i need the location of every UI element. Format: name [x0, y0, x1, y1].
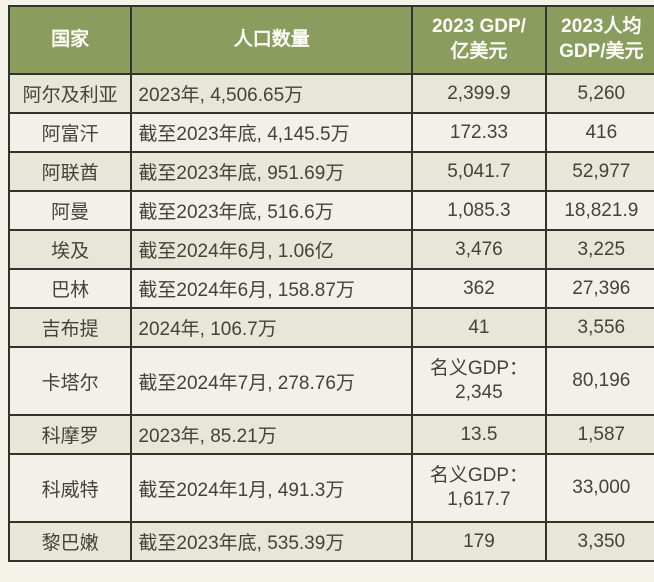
cell-gdp: 5,041.7: [411, 151, 547, 192]
cell-population: 截至2024年6月, 1.06亿: [130, 229, 414, 270]
cell-population: 截至2024年7月, 278.76万: [130, 346, 414, 416]
cell-gdp: 1,085.3: [411, 190, 547, 231]
cell-population: 截至2024年1月, 491.3万: [130, 453, 414, 523]
cell-gdp: 名义GDP： 1,617.7: [411, 453, 547, 523]
col-header-population: 人口数量: [130, 5, 414, 75]
cell-gdp-per-capita: 3,556: [544, 307, 654, 348]
cell-population: 截至2024年6月, 158.87万: [130, 268, 414, 309]
table-row: 阿富汗 截至2023年底, 4,145.5万 172.33 416: [7, 112, 654, 153]
cell-gdp-per-capita: 80,196: [544, 346, 654, 416]
cell-gdp: 41: [411, 307, 547, 348]
cell-country: 科摩罗: [7, 414, 133, 455]
cell-population: 截至2023年底, 951.69万: [130, 151, 414, 192]
cell-country: 黎巴嫩: [7, 521, 133, 562]
cell-gdp-per-capita: 27,396: [544, 268, 654, 309]
table-row: 科摩罗 2023年, 85.21万 13.5 1,587: [7, 414, 654, 455]
table-row: 黎巴嫩 截至2023年底, 535.39万 179 3,350: [7, 521, 654, 562]
cell-country: 巴林: [7, 268, 133, 309]
cell-country: 卡塔尔: [7, 346, 133, 416]
cell-gdp-per-capita: 1,587: [544, 414, 654, 455]
table-header-row: 国家 人口数量 2023 GDP/ 亿美元 2023人均 GDP/美元: [7, 5, 654, 75]
cell-gdp: 362: [411, 268, 547, 309]
cell-country: 阿富汗: [7, 112, 133, 153]
cell-population: 截至2023年底, 535.39万: [130, 521, 414, 562]
cell-country: 阿尔及利亚: [7, 73, 133, 114]
table-row: 吉布提 2024年, 106.7万 41 3,556: [7, 307, 654, 348]
cell-population: 截至2023年底, 4,145.5万: [130, 112, 414, 153]
cell-gdp-per-capita: 33,000: [544, 453, 654, 523]
cell-gdp: 179: [411, 521, 547, 562]
table-row: 埃及 截至2024年6月, 1.06亿 3,476 3,225: [7, 229, 654, 270]
cell-gdp: 13.5: [411, 414, 547, 455]
table-row: 阿联酋 截至2023年底, 951.69万 5,041.7 52,977: [7, 151, 654, 192]
table-row: 阿曼 截至2023年底, 516.6万 1,085.3 18,821.9: [7, 190, 654, 231]
cell-country: 科威特: [7, 453, 133, 523]
cell-gdp: 名义GDP： 2,345: [411, 346, 547, 416]
cell-gdp-per-capita: 5,260: [544, 73, 654, 114]
cell-gdp-per-capita: 416: [544, 112, 654, 153]
cell-population: 2024年, 106.7万: [130, 307, 414, 348]
cell-gdp-per-capita: 18,821.9: [544, 190, 654, 231]
cell-country: 阿曼: [7, 190, 133, 231]
cell-gdp: 3,476: [411, 229, 547, 270]
col-header-country: 国家: [7, 5, 133, 75]
cell-gdp: 172.33: [411, 112, 547, 153]
countries-gdp-table: 国家 人口数量 2023 GDP/ 亿美元 2023人均 GDP/美元 阿尔及利…: [7, 5, 654, 562]
cell-population: 2023年, 4,506.65万: [130, 73, 414, 114]
cell-gdp-per-capita: 52,977: [544, 151, 654, 192]
cell-country: 埃及: [7, 229, 133, 270]
cell-gdp-per-capita: 3,350: [544, 521, 654, 562]
col-header-gdp-per-capita: 2023人均 GDP/美元: [544, 5, 654, 75]
table-row: 科威特 截至2024年1月, 491.3万 名义GDP： 1,617.7 33,…: [7, 453, 654, 523]
cell-population: 截至2023年底, 516.6万: [130, 190, 414, 231]
cell-gdp: 2,399.9: [411, 73, 547, 114]
table-row: 巴林 截至2024年6月, 158.87万 362 27,396: [7, 268, 654, 309]
cell-population: 2023年, 85.21万: [130, 414, 414, 455]
col-header-gdp: 2023 GDP/ 亿美元: [411, 5, 547, 75]
cell-country: 阿联酋: [7, 151, 133, 192]
table-row: 阿尔及利亚 2023年, 4,506.65万 2,399.9 5,260: [7, 73, 654, 114]
cell-gdp-per-capita: 3,225: [544, 229, 654, 270]
table-row: 卡塔尔 截至2024年7月, 278.76万 名义GDP： 2,345 80,1…: [7, 346, 654, 416]
cell-country: 吉布提: [7, 307, 133, 348]
